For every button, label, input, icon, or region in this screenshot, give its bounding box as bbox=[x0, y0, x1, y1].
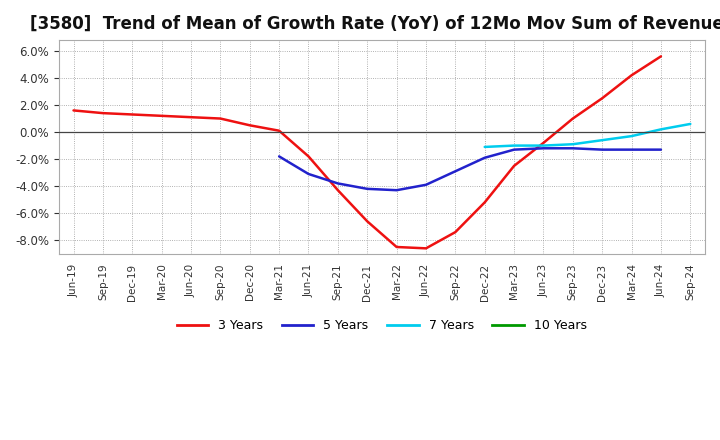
Legend: 3 Years, 5 Years, 7 Years, 10 Years: 3 Years, 5 Years, 7 Years, 10 Years bbox=[172, 314, 592, 337]
Title: [3580]  Trend of Mean of Growth Rate (YoY) of 12Mo Mov Sum of Revenues: [3580] Trend of Mean of Growth Rate (YoY… bbox=[30, 15, 720, 33]
